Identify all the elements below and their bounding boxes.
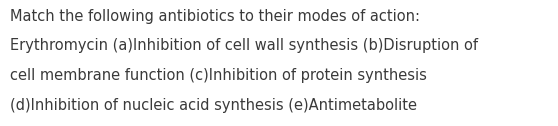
Text: (d)Inhibition of nucleic acid synthesis (e)Antimetabolite: (d)Inhibition of nucleic acid synthesis … xyxy=(10,98,417,113)
Text: Erythromycin (a)Inhibition of cell wall synthesis (b)Disruption of: Erythromycin (a)Inhibition of cell wall … xyxy=(10,38,478,53)
Text: cell membrane function (c)Inhibition of protein synthesis: cell membrane function (c)Inhibition of … xyxy=(10,68,427,83)
Text: Match the following antibiotics to their modes of action:: Match the following antibiotics to their… xyxy=(10,9,420,24)
